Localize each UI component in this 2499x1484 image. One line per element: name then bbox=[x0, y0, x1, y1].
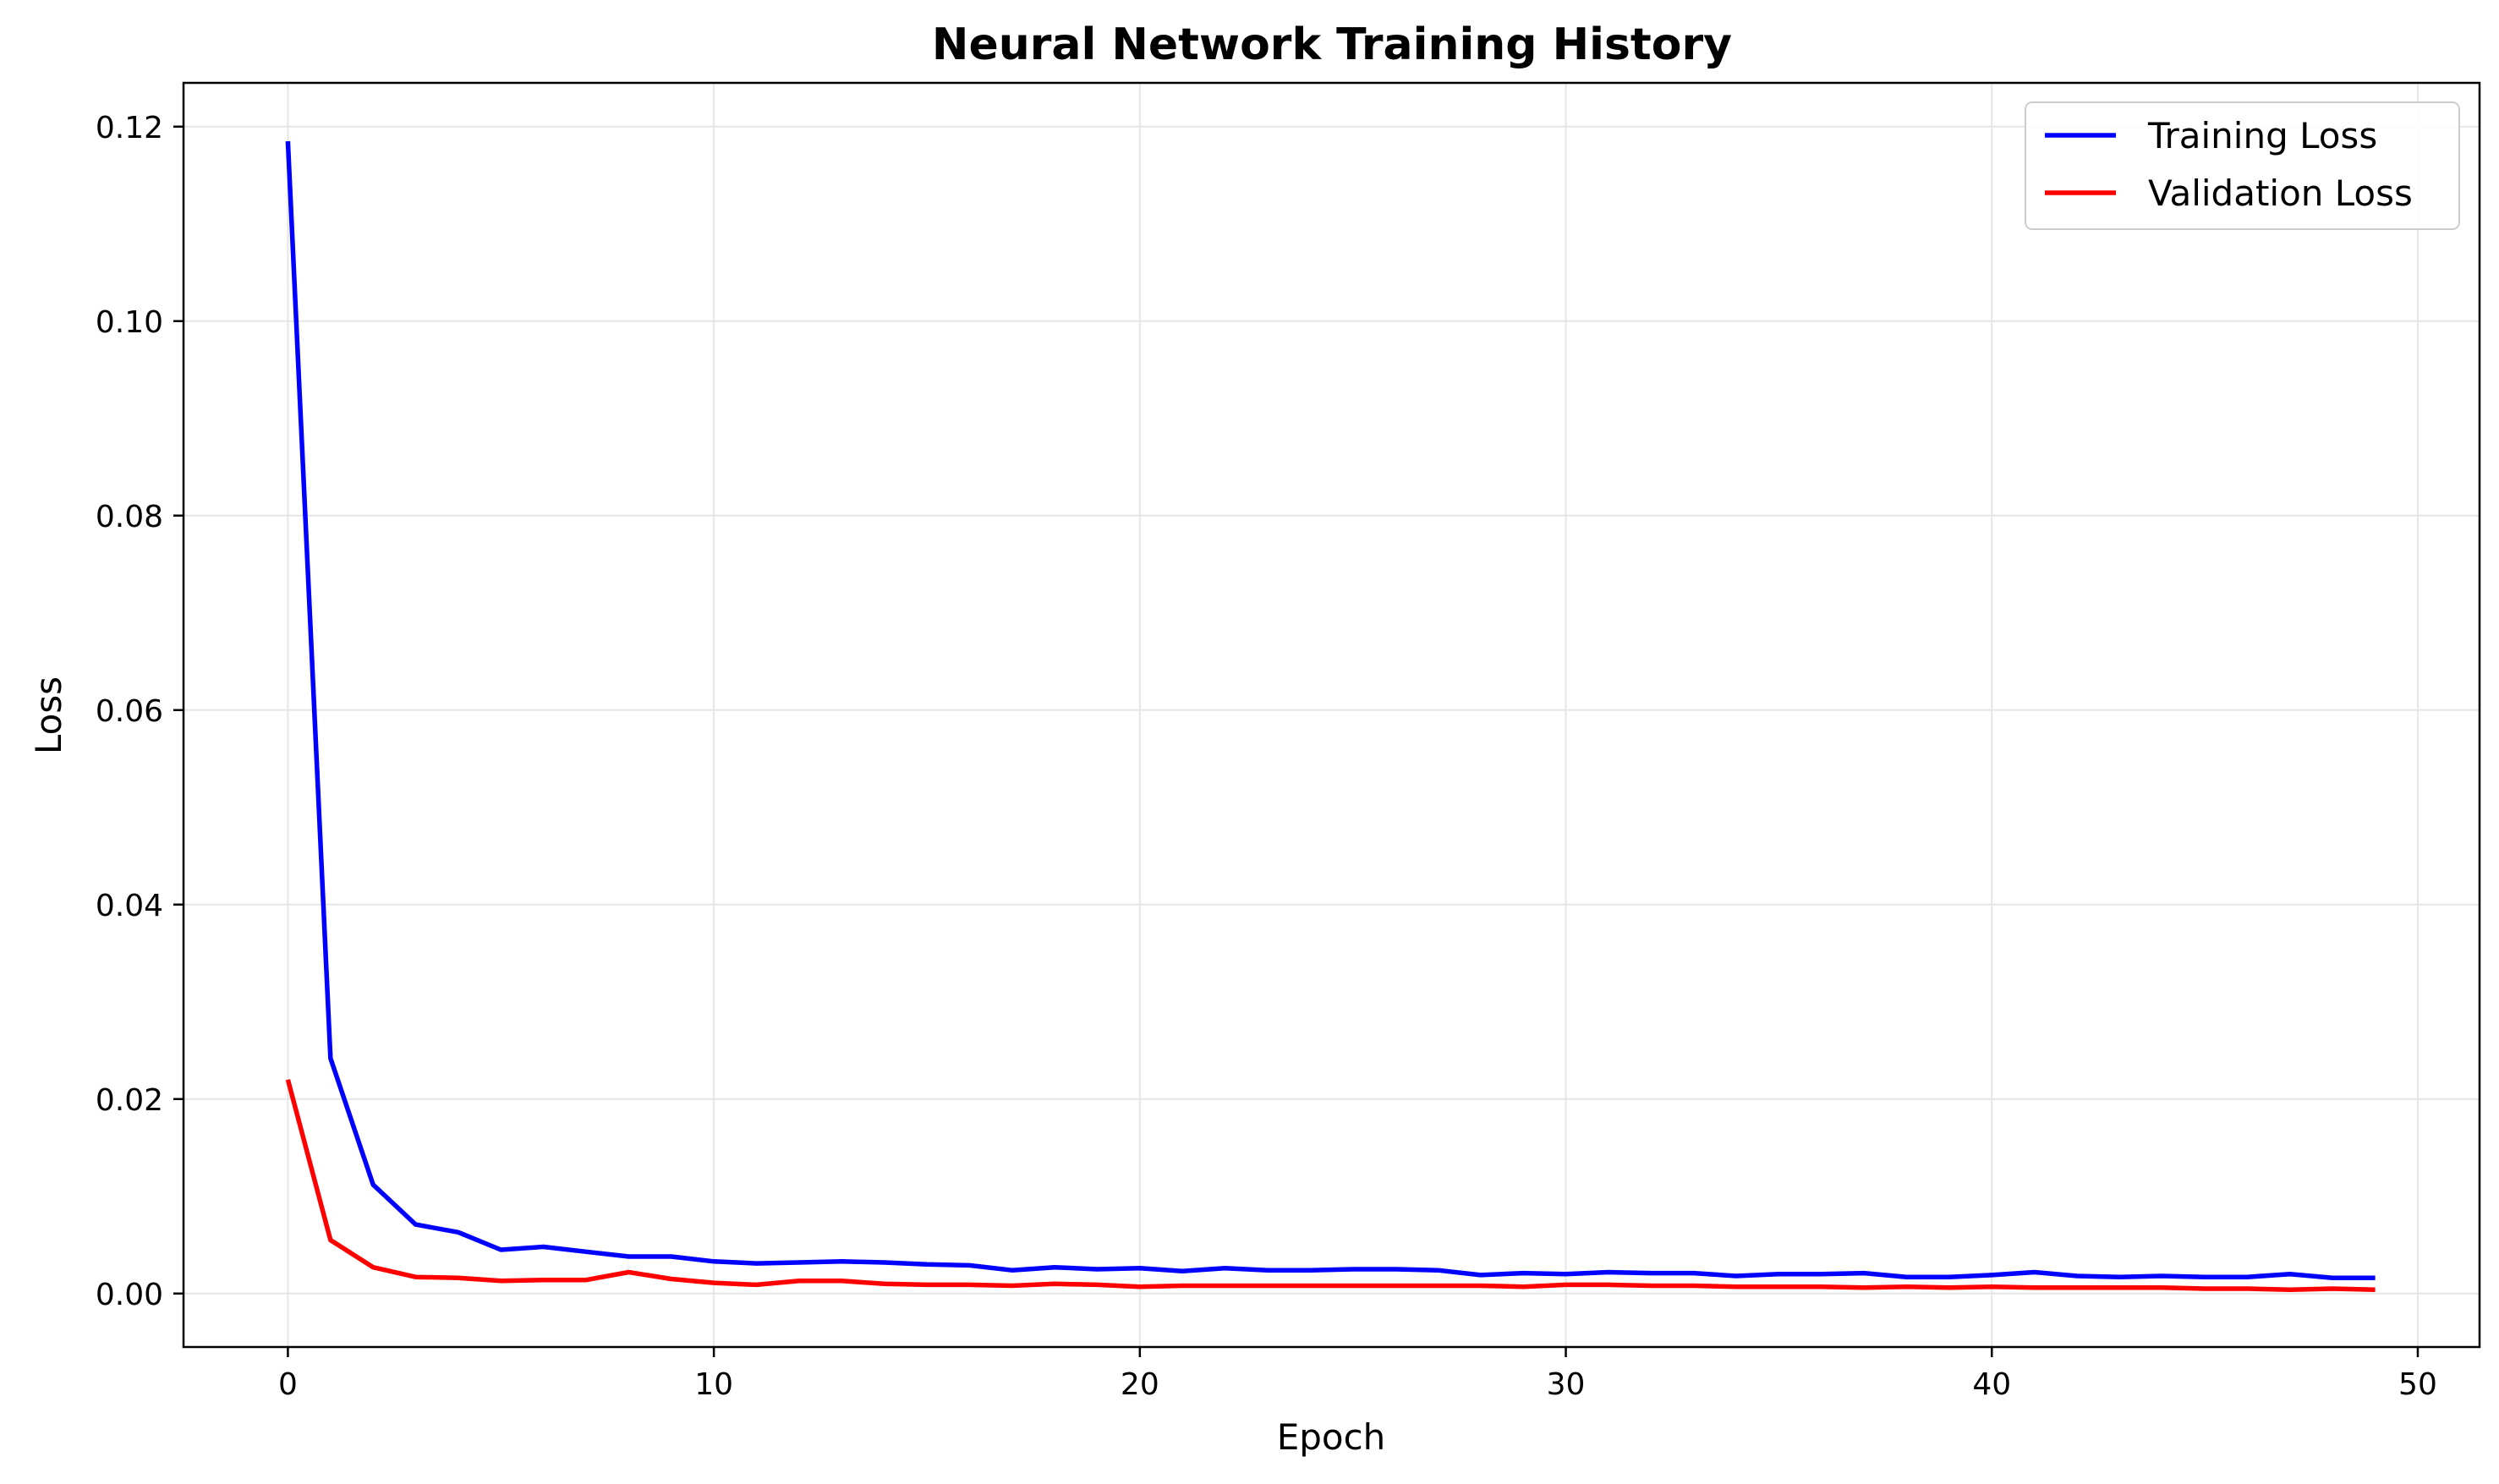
series-line-0 bbox=[285, 140, 2376, 1281]
legend-box bbox=[2025, 101, 2460, 230]
y-tick-label: 0.02 bbox=[96, 1083, 163, 1118]
x-tick-label: 40 bbox=[1972, 1367, 2011, 1402]
legend-label-1: Validation Loss bbox=[2148, 172, 2413, 214]
series-line-1 bbox=[285, 1079, 2376, 1292]
y-axis: 0.00 0.02 0.04 0.06 0.08 0.10 0.12 bbox=[96, 111, 184, 1312]
legend: Training Loss Validation Loss bbox=[2025, 101, 2460, 230]
series-lines bbox=[285, 140, 2376, 1292]
y-tick-label: 0.00 bbox=[96, 1278, 163, 1312]
y-tick-label: 0.10 bbox=[96, 305, 163, 340]
grid bbox=[184, 83, 2480, 1347]
x-tick-label: 50 bbox=[2398, 1367, 2437, 1402]
x-tick-label: 30 bbox=[1547, 1367, 1586, 1402]
y-tick-label: 0.06 bbox=[96, 694, 163, 729]
plot-frame bbox=[182, 81, 2481, 1349]
legend-label-0: Training Loss bbox=[2147, 115, 2377, 156]
x-tick-label: 20 bbox=[1121, 1367, 1159, 1402]
y-axis-label: Loss bbox=[28, 676, 69, 754]
x-axis-label: Epoch bbox=[1277, 1416, 1386, 1458]
x-tick-label: 10 bbox=[694, 1367, 733, 1402]
y-tick-label: 0.04 bbox=[96, 889, 163, 923]
x-axis: 0 10 20 30 40 50 bbox=[278, 1347, 2437, 1402]
chart-title: Neural Network Training History bbox=[932, 19, 1732, 70]
x-tick-label: 0 bbox=[278, 1367, 298, 1402]
y-tick-label: 0.12 bbox=[96, 111, 163, 145]
y-tick-label: 0.08 bbox=[96, 500, 163, 534]
